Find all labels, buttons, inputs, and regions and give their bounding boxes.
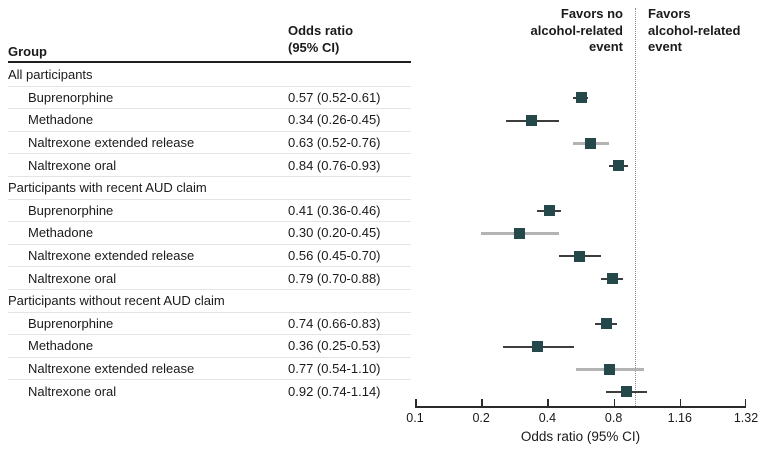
or-marker: [574, 250, 585, 262]
table-row: Buprenorphine 0.57 (0.52-0.61): [8, 87, 411, 110]
or-ci-value: 0.56 (0.45-0.70): [288, 248, 381, 264]
table-row: Naltrexone extended release 0.56 (0.45-0.…: [8, 245, 411, 268]
favors-no-event-line3: event: [589, 39, 623, 54]
table-row: Naltrexone extended release 0.63 (0.52-0.…: [8, 132, 411, 155]
row-label: Naltrexone extended release: [28, 361, 195, 377]
or-marker: [604, 363, 616, 375]
favors-event-line2: alcohol-related: [648, 22, 741, 38]
row-label: Buprenorphine: [28, 202, 114, 218]
table-row: Naltrexone oral 0.84 (0.76-0.93): [8, 154, 411, 177]
favors-no-event-line2: alcohol-related: [530, 22, 623, 38]
null-effect-dotted-line: [634, 8, 636, 406]
row-label: Participants without recent AUD claim: [8, 293, 225, 309]
or-ci-value: 0.92 (0.74-1.14): [288, 384, 381, 400]
favors-no-event-label: Favors no alcohol-related event: [531, 6, 623, 56]
or-marker: [526, 115, 538, 126]
table-row: Naltrexone oral 0.79 (0.70-0.88): [8, 267, 411, 290]
x-axis-line: [415, 406, 746, 408]
favors-event-line3: event: [648, 39, 682, 54]
axis-tick-label: 0.2: [472, 411, 490, 425]
table-row: Naltrexone oral 0.92 (0.74-1.14): [8, 380, 411, 403]
row-label: Naltrexone oral: [28, 270, 117, 286]
axis-tick-label: 0.4: [538, 411, 557, 425]
x-axis-title: Odds ratio (95% CI): [520, 429, 641, 444]
group-column-header: Group: [8, 44, 47, 59]
or-marker: [612, 160, 624, 172]
row-label: Participants with recent AUD claim: [8, 180, 207, 196]
row-label: Naltrexone oral: [28, 384, 117, 400]
or-marker: [585, 137, 597, 149]
table-row: Methadone 0.30 (0.20-0.45): [8, 222, 411, 245]
axis-tick-label: 1.32: [733, 411, 759, 425]
header-rule: [8, 61, 411, 63]
or-column-header-line1: Odds ratio: [288, 23, 354, 38]
section-header-row: All participants: [8, 64, 411, 87]
or-ci-value: 0.30 (0.20-0.45): [288, 225, 381, 241]
table-row: Buprenorphine 0.74 (0.66-0.83): [8, 313, 411, 336]
table-row: Buprenorphine 0.41 (0.36-0.46): [8, 200, 411, 223]
favors-event-label: Favors alcohol-related event: [648, 6, 740, 56]
or-marker: [531, 341, 543, 352]
favors-event-line1: Favors: [648, 6, 691, 21]
axis-tick: [613, 399, 616, 406]
or-ci-value: 0.57 (0.52-0.61): [288, 89, 381, 105]
row-label: Methadone: [28, 225, 94, 241]
or-ci-value: 0.79 (0.70-0.88): [288, 270, 381, 286]
axis-tick: [481, 399, 483, 406]
or-ci-value: 0.36 (0.25-0.53): [288, 338, 381, 354]
axis-tick: [679, 399, 682, 406]
row-label: Naltrexone extended release: [28, 248, 195, 264]
row-label: Naltrexone oral: [28, 157, 117, 173]
section-header-row: Participants with recent AUD claim: [8, 177, 411, 200]
or-marker: [575, 92, 587, 104]
or-marker: [606, 273, 618, 285]
or-ci-value: 0.74 (0.66-0.83): [288, 315, 381, 331]
or-marker: [621, 386, 633, 398]
favors-no-event-line1: Favors no: [560, 6, 623, 21]
or-ci-value: 0.63 (0.52-0.76): [288, 135, 381, 151]
axis-tick: [415, 399, 417, 406]
axis-tick-label: 0.1: [406, 411, 424, 425]
or-marker: [600, 318, 612, 330]
row-label: Buprenorphine: [28, 315, 114, 331]
plot-area: Favors no alcohol-related event Favors a…: [406, 0, 758, 465]
table-row: Naltrexone extended release 0.77 (0.54-1.…: [8, 358, 411, 381]
row-label: Methadone: [28, 112, 94, 128]
or-ci-value: 0.77 (0.54-1.10): [288, 361, 381, 377]
axis-tick-label: 0.8: [604, 411, 623, 425]
row-label: Naltrexone extended release: [28, 135, 195, 151]
or-ci-value: 0.41 (0.36-0.46): [288, 202, 381, 218]
or-marker: [544, 205, 556, 217]
row-label: Buprenorphine: [28, 89, 114, 105]
table-row: Methadone 0.34 (0.26-0.45): [8, 109, 411, 132]
or-ci-value: 0.84 (0.76-0.93): [288, 157, 381, 173]
axis-tick: [744, 399, 746, 406]
row-label: Methadone: [28, 338, 94, 354]
table-row: Methadone 0.36 (0.25-0.53): [8, 335, 411, 358]
axis-tick: [547, 399, 549, 406]
axis-tick-label: 1.16: [667, 411, 692, 425]
or-marker: [514, 228, 526, 239]
or-ci-value: 0.34 (0.26-0.45): [288, 112, 381, 128]
or-column-header-line2: (95% CI): [288, 40, 340, 55]
section-header-row: Participants without recent AUD claim: [8, 290, 411, 313]
row-label: All participants: [8, 67, 93, 83]
